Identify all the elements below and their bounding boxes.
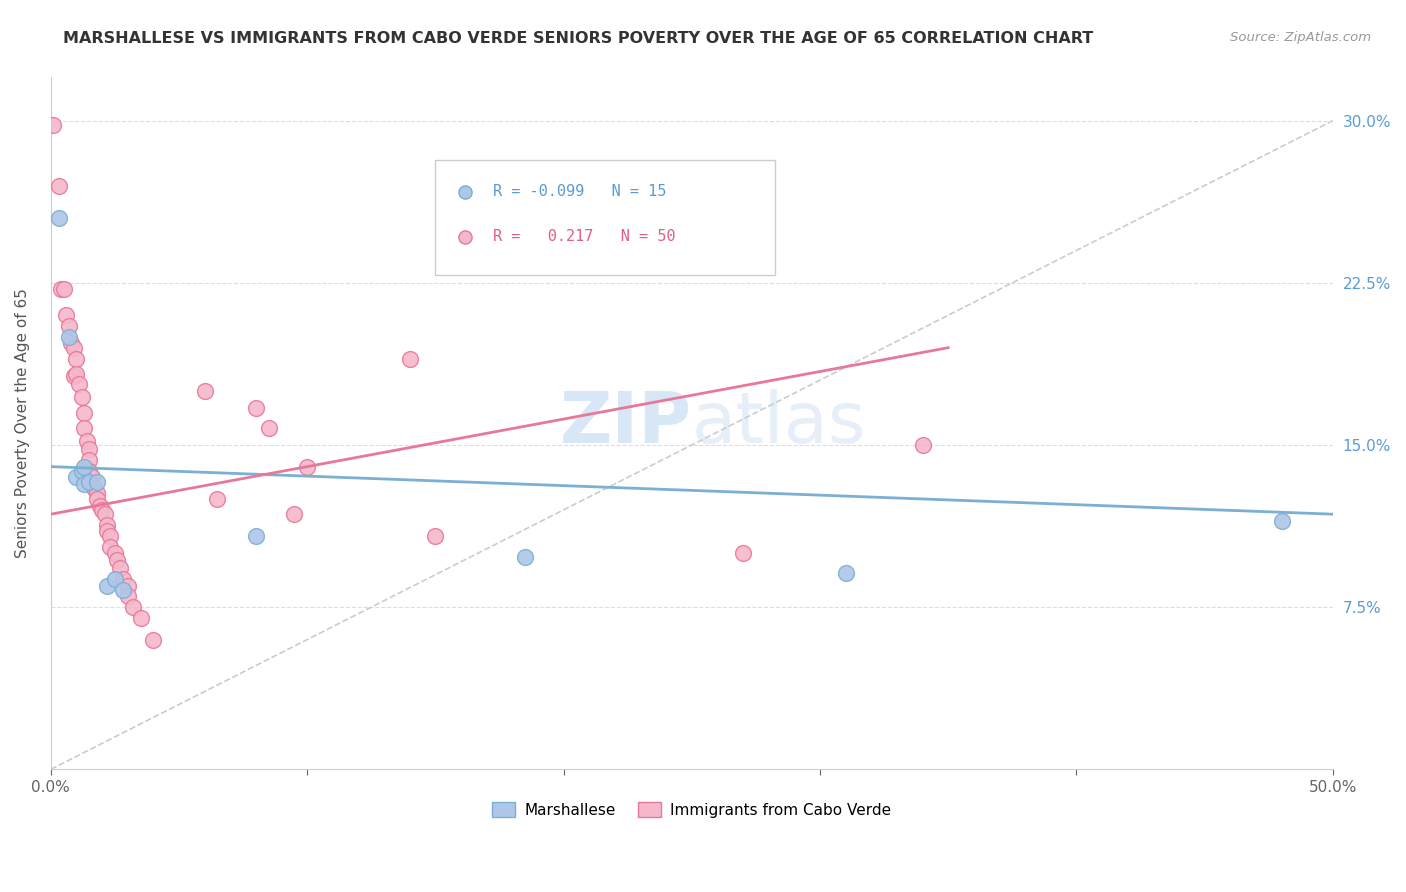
Point [245, 529, 267, 543]
Point [52, 282, 75, 296]
Point [98, 529, 121, 543]
Point [42, 118, 65, 132]
Point [70, 391, 93, 405]
Point [104, 546, 127, 560]
Point [96, 578, 118, 592]
Point [55, 308, 77, 322]
Point [73, 406, 96, 420]
Point [63, 368, 86, 383]
Text: ZIP: ZIP [560, 389, 692, 458]
Point [70, 464, 93, 478]
Text: R = -0.099   N = 15: R = -0.099 N = 15 [494, 184, 666, 199]
Point [65, 470, 87, 484]
Point [108, 561, 131, 575]
Point [93, 507, 115, 521]
Point [283, 507, 305, 521]
FancyBboxPatch shape [436, 161, 775, 275]
Point [911, 438, 934, 452]
Text: atlas: atlas [692, 389, 866, 458]
Point [48, 178, 70, 193]
Point [63, 341, 86, 355]
Point [79, 442, 101, 457]
Point [76, 434, 98, 448]
Point [129, 611, 152, 625]
Point [91, 503, 114, 517]
Point [79, 453, 101, 467]
Point [65, 367, 87, 381]
Point [65, 351, 87, 366]
Point [58, 319, 80, 334]
Point [111, 582, 134, 597]
Point [104, 572, 127, 586]
Point [398, 351, 420, 366]
Point [48, 211, 70, 225]
Text: Source: ZipAtlas.com: Source: ZipAtlas.com [1230, 31, 1371, 45]
Point [515, 550, 537, 565]
Y-axis label: Seniors Poverty Over the Age of 65: Seniors Poverty Over the Age of 65 [15, 288, 30, 558]
Point [245, 401, 267, 416]
Point [89, 499, 111, 513]
Point [86, 491, 108, 506]
Point [98, 540, 121, 554]
Point [79, 475, 101, 489]
Point [83, 481, 105, 495]
Point [73, 476, 96, 491]
Point [80, 470, 103, 484]
Point [257, 420, 280, 434]
Point [58, 330, 80, 344]
Point [297, 459, 319, 474]
Point [86, 485, 108, 500]
Point [122, 600, 145, 615]
Text: R =   0.217   N = 50: R = 0.217 N = 50 [494, 229, 676, 244]
Point [96, 524, 118, 539]
Point [117, 590, 139, 604]
Point [194, 384, 217, 398]
Point [79, 464, 101, 478]
Point [733, 546, 755, 560]
Point [111, 572, 134, 586]
Point [86, 475, 108, 489]
Point [80, 476, 103, 491]
Text: MARSHALLESE VS IMMIGRANTS FROM CABO VERDE SENIORS POVERTY OVER THE AGE OF 65 COR: MARSHALLESE VS IMMIGRANTS FROM CABO VERD… [63, 31, 1094, 46]
Point [142, 632, 165, 647]
Point [60, 336, 83, 351]
Point [834, 566, 856, 580]
Point [425, 529, 447, 543]
Point [117, 578, 139, 592]
Point [73, 459, 96, 474]
Point [107, 552, 129, 566]
Point [207, 491, 229, 506]
Point [49, 282, 72, 296]
Point [67, 377, 90, 392]
Legend: Marshallese, Immigrants from Cabo Verde: Marshallese, Immigrants from Cabo Verde [486, 797, 897, 824]
Point [96, 518, 118, 533]
Point [73, 420, 96, 434]
Point [1270, 514, 1292, 528]
